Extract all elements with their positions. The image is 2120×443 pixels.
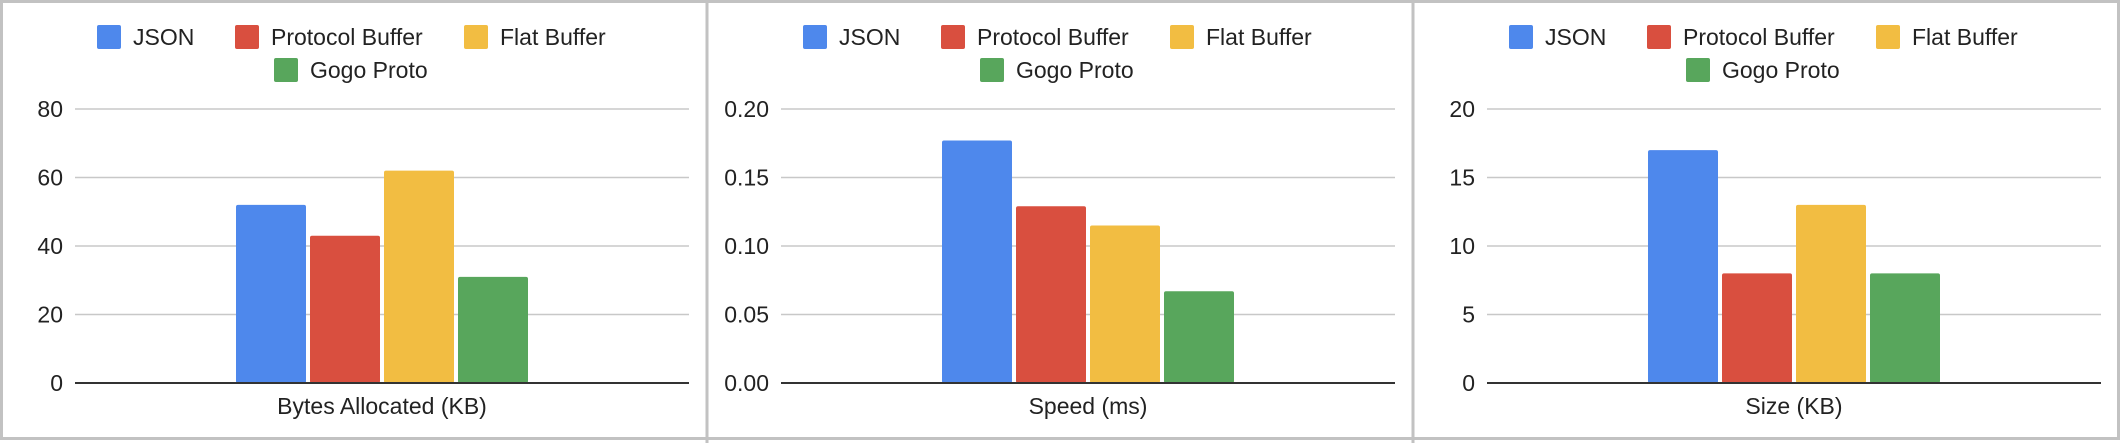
bar-flat-buffer <box>1090 225 1160 383</box>
y-tick-label: 40 <box>37 233 63 259</box>
legend-swatch <box>97 25 121 49</box>
legend-label: Protocol Buffer <box>1683 24 1835 50</box>
bar-json <box>942 140 1012 383</box>
y-tick-label: 10 <box>1449 233 1475 259</box>
y-tick-label: 0 <box>1462 370 1475 396</box>
legend-swatch <box>1509 25 1533 49</box>
legend-label: JSON <box>1545 24 1606 50</box>
bar-json <box>1648 150 1718 383</box>
legend-label: Flat Buffer <box>1912 24 2018 50</box>
legend-label: Gogo Proto <box>1016 57 1134 83</box>
legend-label: Gogo Proto <box>1722 57 1840 83</box>
y-tick-label: 0.15 <box>724 165 769 191</box>
legend-swatch <box>1686 58 1710 82</box>
bar-json <box>236 204 306 383</box>
chart-panel-3: JSON Protocol Buffer Flat Buffer Gogo Proto… <box>1449 24 2101 419</box>
legend-label: JSON <box>133 24 194 50</box>
legend-swatch <box>464 25 488 49</box>
x-category-label: Bytes Allocated (KB) <box>277 393 487 419</box>
legend: JSON Protocol Buffer Flat Buffer Gogo Proto <box>1509 24 2018 83</box>
legend-label: Protocol Buffer <box>271 24 423 50</box>
bar-protocol-buffer <box>310 235 380 383</box>
x-category-label: Speed (ms) <box>1029 393 1148 419</box>
y-tick-label: 60 <box>37 165 63 191</box>
legend-label: Protocol Buffer <box>977 24 1129 50</box>
chart-panel-2: JSON Protocol Buffer Flat Buffer Gogo Proto… <box>724 24 1395 419</box>
bar-flat-buffer <box>384 170 454 383</box>
legend-swatch <box>235 25 259 49</box>
bar-protocol-buffer <box>1722 273 1792 383</box>
legend: JSON Protocol Buffer Flat Buffer Gogo Proto <box>803 24 1312 83</box>
legend-label: Flat Buffer <box>1206 24 1312 50</box>
legend-label: JSON <box>839 24 900 50</box>
y-tick-label: 0.20 <box>724 96 769 122</box>
legend-label: Gogo Proto <box>310 57 428 83</box>
legend-swatch <box>980 58 1004 82</box>
y-tick-label: 0 <box>50 370 63 396</box>
bar-gogo-proto <box>458 276 528 383</box>
legend-swatch <box>1170 25 1194 49</box>
legend-swatch <box>941 25 965 49</box>
y-tick-label: 20 <box>1449 96 1475 122</box>
bar-protocol-buffer <box>1016 206 1086 383</box>
y-tick-label: 20 <box>37 302 63 328</box>
y-tick-label: 15 <box>1449 165 1475 191</box>
legend-label: Flat Buffer <box>500 24 606 50</box>
y-tick-label: 80 <box>37 96 63 122</box>
y-tick-label: 0.10 <box>724 233 769 259</box>
y-tick-label: 0.00 <box>724 370 769 396</box>
legend-swatch <box>274 58 298 82</box>
y-tick-label: 0.05 <box>724 302 769 328</box>
legend-swatch <box>1647 25 1671 49</box>
legend: JSON Protocol Buffer Flat Buffer Gogo Proto <box>97 24 606 83</box>
bar-flat-buffer <box>1796 204 1866 383</box>
x-category-label: Size (KB) <box>1745 393 1842 419</box>
bar-gogo-proto <box>1870 273 1940 383</box>
chart-canvas: JSON Protocol Buffer Flat Buffer Gogo Proto… <box>37 3 2101 443</box>
legend-swatch <box>1876 25 1900 49</box>
y-tick-label: 5 <box>1462 302 1475 328</box>
chart-panel-1: JSON Protocol Buffer Flat Buffer Gogo Proto… <box>37 24 689 419</box>
bar-gogo-proto <box>1164 291 1234 383</box>
legend-swatch <box>803 25 827 49</box>
